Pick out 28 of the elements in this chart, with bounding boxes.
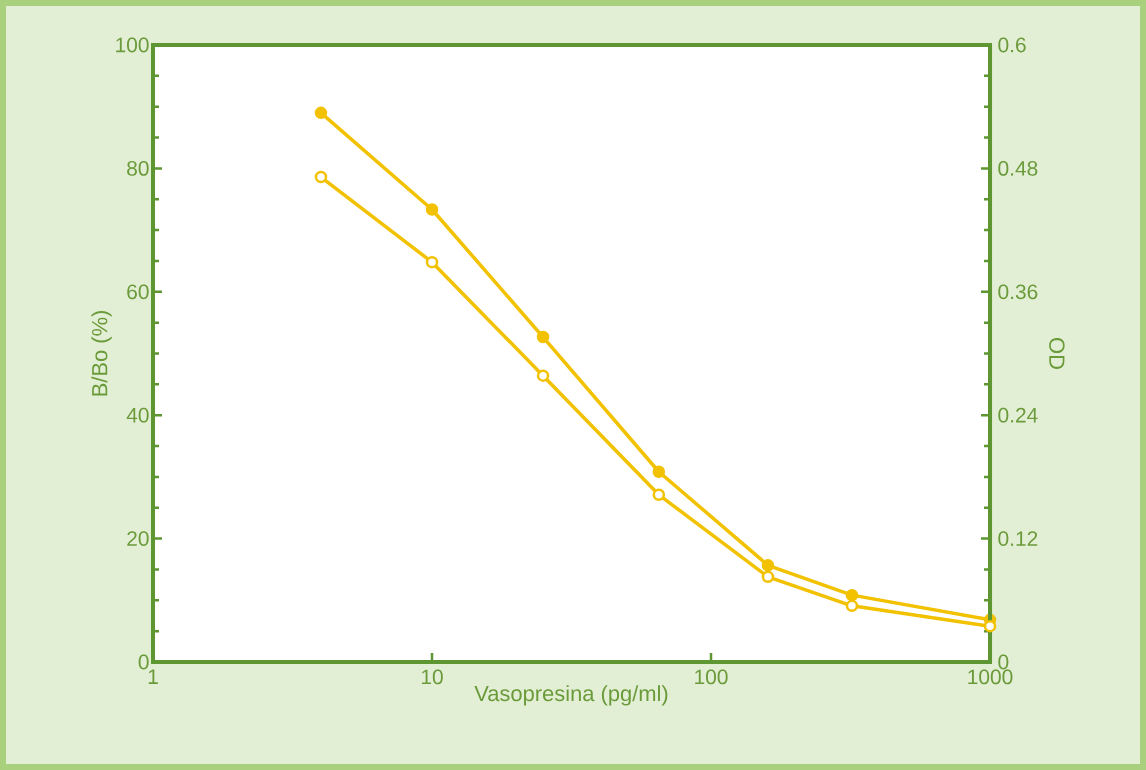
x-tick-label: 1000 xyxy=(968,669,1013,685)
y2-tick-label: 0.12 xyxy=(998,531,1038,546)
y2-axis-title: OD xyxy=(1049,338,1065,369)
x-tick-label: 100 xyxy=(695,669,728,685)
point xyxy=(761,559,775,572)
y2-tick-label: 0.36 xyxy=(998,284,1038,300)
y-axis-title: B/Bo (%) xyxy=(91,311,112,396)
y2-tick-label: 0.24 xyxy=(998,407,1038,423)
y2-tick-label: 0.48 xyxy=(998,160,1038,176)
y-tick-label: 80 xyxy=(127,160,149,176)
y-tick-label: 100 xyxy=(116,37,149,53)
x-tick-label: 1 xyxy=(148,669,158,684)
point xyxy=(425,255,439,269)
point xyxy=(314,106,328,120)
point xyxy=(983,619,997,633)
point xyxy=(761,570,775,584)
x-tick-label: 10 xyxy=(421,669,443,685)
point xyxy=(425,203,439,216)
point xyxy=(536,369,550,382)
y2-tick-label: 0 xyxy=(998,654,1009,670)
y-tick-label: 60 xyxy=(127,284,149,300)
x-axis-title: Vasopresina (pg/ml) xyxy=(474,685,668,706)
y-tick-label: 40 xyxy=(126,407,149,423)
y-tick-label: 0 xyxy=(138,654,149,670)
y2-tick-label: 0.6 xyxy=(998,37,1026,53)
point xyxy=(314,170,328,184)
point xyxy=(536,330,550,344)
y-tick-label: 20 xyxy=(127,531,149,546)
